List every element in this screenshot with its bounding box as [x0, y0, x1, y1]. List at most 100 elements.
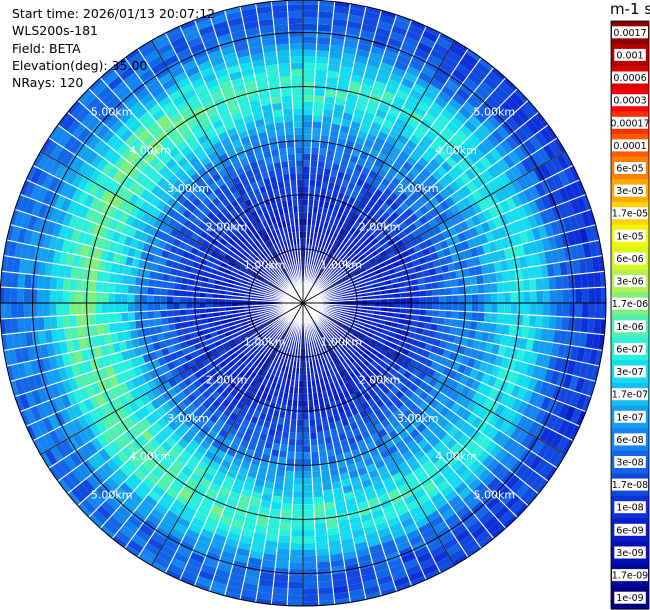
ray-gate-cell	[520, 467, 535, 483]
ray-gate-cell	[339, 252, 347, 260]
ray-gate-cell	[108, 440, 122, 455]
ray-gate-cell	[463, 514, 479, 529]
ray-gate-cell	[107, 426, 120, 441]
ray-gate-cell	[531, 365, 542, 380]
ray-gate-cell	[329, 360, 336, 369]
ray-gate-cell	[357, 466, 369, 476]
ray-gate-cell	[246, 332, 254, 339]
ray-gate-cell	[439, 200, 450, 212]
ray-gate-cell	[25, 391, 37, 408]
ray-gate-cell	[271, 415, 279, 424]
ray-gate-cell	[294, 458, 303, 466]
ray-gate-cell	[150, 531, 167, 545]
ray-gate-cell	[331, 254, 338, 261]
ray-gate-cell	[486, 476, 501, 492]
ray-gate-cell	[315, 173, 324, 182]
ray-gate-cell	[153, 295, 161, 303]
ray-gate-cell	[336, 426, 346, 435]
ray-gate-cell	[433, 440, 446, 453]
ray-gate-cell	[372, 221, 381, 230]
ray-gate-cell	[400, 303, 407, 309]
ray-gate-cell	[371, 453, 383, 464]
ray-gate-cell	[370, 550, 386, 561]
ray-gate-cell	[553, 357, 564, 372]
ray-gate-cell	[393, 455, 406, 467]
ray-gate-cell	[254, 478, 266, 488]
ray-gate-cell	[273, 482, 284, 491]
ray-gate-cell	[274, 285, 282, 290]
ray-gate-cell	[355, 358, 363, 366]
ray-gate-cell	[491, 110, 506, 125]
ray-gate-cell	[47, 176, 60, 193]
ray-gate-cell	[237, 257, 246, 265]
ray-gate-cell	[263, 322, 271, 328]
ray-gate-cell	[315, 259, 320, 267]
backscatter-sectors	[0, 0, 607, 607]
ray-gate-cell	[242, 347, 250, 356]
ray-gate-cell	[259, 289, 266, 293]
ray-gate-cell	[303, 75, 315, 83]
ray-gate-cell	[258, 311, 266, 315]
ray-gate-cell	[276, 282, 283, 288]
ray-gate-cell	[137, 463, 151, 477]
ray-gate-cell	[381, 241, 391, 250]
ray-gate-cell	[387, 303, 394, 308]
ray-gate-cell	[344, 281, 352, 287]
ray-gate-cell	[419, 557, 436, 570]
ray-gate-cell	[366, 154, 377, 165]
ray-gate-cell	[155, 479, 170, 493]
ray-gate-cell	[314, 274, 320, 281]
ray-gate-cell	[278, 335, 284, 343]
ray-gate-cell	[303, 205, 309, 213]
ray-gate-cell	[140, 303, 148, 312]
ray-gate-cell	[412, 284, 420, 292]
ray-gate-cell	[419, 94, 434, 107]
ray-gate-cell	[450, 318, 458, 328]
ray-gate-cell	[236, 326, 244, 332]
ray-gate-cell	[511, 179, 523, 194]
ray-gate-cell	[492, 161, 505, 176]
ray-gate-cell	[111, 230, 122, 243]
ray-gate-cell	[497, 367, 507, 380]
ray-gate-cell	[234, 249, 243, 258]
ray-gate-cell	[418, 256, 427, 265]
ray-gate-cell	[259, 252, 267, 260]
ray-gate-cell	[6, 365, 15, 382]
ray-gate-cell	[363, 160, 374, 170]
ray-gate-cell	[163, 331, 172, 340]
ray-gate-cell	[426, 336, 435, 346]
ray-gate-cell	[127, 368, 137, 380]
ray-gate-cell	[353, 258, 361, 265]
ray-gate-cell	[499, 172, 512, 187]
ray-gate-cell	[474, 86, 490, 101]
ray-gate-cell	[327, 533, 341, 542]
ray-gate-cell	[392, 287, 400, 294]
ray-gate-cell	[36, 303, 44, 317]
ray-gate-cell	[160, 232, 170, 243]
ray-gate-cell	[356, 250, 364, 259]
ray-gate-cell	[163, 539, 180, 552]
ray-gate-cell	[164, 469, 178, 482]
ray-gate-cell	[61, 115, 76, 132]
ray-gate-cell	[515, 161, 528, 177]
ray-gate-cell	[502, 154, 516, 169]
ray-gate-cell	[337, 518, 351, 528]
ray-gate-cell	[470, 311, 479, 322]
ray-gate-cell	[386, 307, 394, 313]
ray-gate-cell	[88, 409, 101, 424]
ray-gate-cell	[529, 314, 537, 328]
ray-gate-cell	[358, 254, 366, 261]
ray-gate-cell	[33, 151, 45, 168]
ray-gate-cell	[279, 444, 289, 452]
ray-gate-cell	[496, 313, 504, 324]
ray-gate-cell	[508, 324, 517, 337]
ray-gate-cell	[474, 530, 491, 545]
ray-gate-cell	[252, 286, 260, 292]
ray-gate-cell	[119, 128, 134, 143]
ray-gate-cell	[343, 173, 352, 182]
ray-gate-cell	[315, 424, 324, 433]
ray-gate-cell	[119, 160, 132, 174]
ray-gate-cell	[455, 200, 467, 213]
ray-gate-cell	[423, 481, 437, 494]
ray-gate-cell	[346, 259, 354, 267]
